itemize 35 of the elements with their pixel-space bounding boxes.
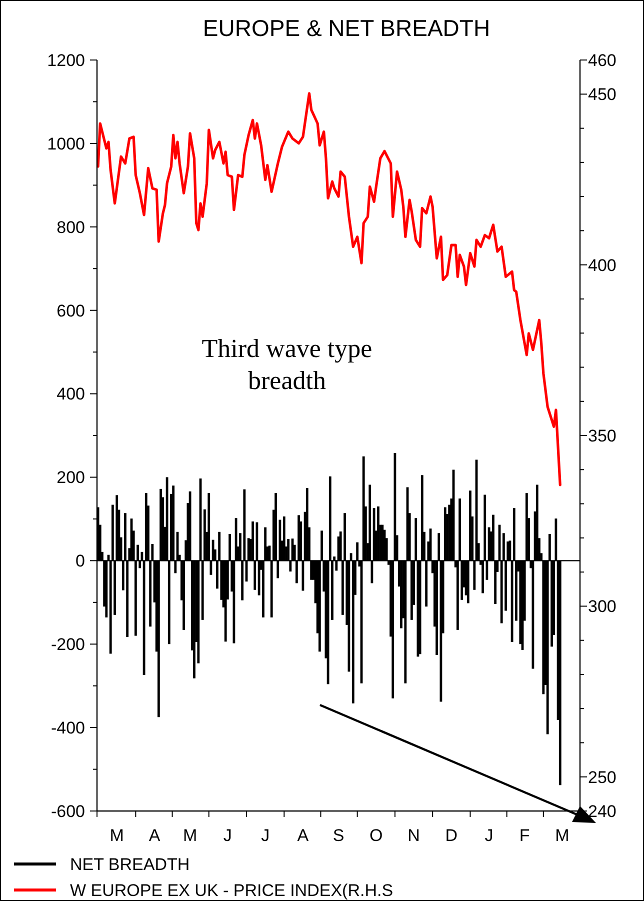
x-tick-label: O xyxy=(370,826,383,845)
y2-tick-label: 400 xyxy=(588,256,616,275)
x-tick-label: M xyxy=(110,826,124,845)
x-tick-label: J xyxy=(223,826,232,845)
chart-title: EUROPE & NET BREADTH xyxy=(202,15,490,41)
x-tick-label: M xyxy=(182,826,198,845)
y2-tick-label: 350 xyxy=(588,426,616,446)
annotation: Third wave type breadth xyxy=(202,334,372,395)
y2-tick-label: 460 xyxy=(588,50,616,70)
y-tick-label: 400 xyxy=(56,384,85,404)
y-tick-label: -600 xyxy=(50,802,85,821)
x-tick-label: A xyxy=(297,826,310,845)
x-tick-label: N xyxy=(408,826,420,845)
y-tick-label: 800 xyxy=(56,218,85,237)
y-tick-label: 1200 xyxy=(47,50,85,70)
x-tick-label: J xyxy=(484,826,494,845)
x-tick-label: M xyxy=(555,826,570,845)
y2-tick-label: 240 xyxy=(588,802,616,821)
x-tick-label: S xyxy=(332,826,344,845)
line-series xyxy=(96,92,562,486)
y-tick-label: 200 xyxy=(56,468,85,488)
y-tick-label: 1000 xyxy=(47,134,85,154)
y2-tick-label: 450 xyxy=(588,85,616,104)
x-tick-label: D xyxy=(445,826,458,845)
y2-tick-label: 300 xyxy=(588,597,616,616)
y-tick-label: -200 xyxy=(50,635,85,654)
y-tick-label: -400 xyxy=(50,718,85,738)
x-tick-label: A xyxy=(148,826,161,845)
y-tick-label: 0 xyxy=(76,552,85,571)
y2-tick-label: 250 xyxy=(588,768,616,787)
x-tick-label: F xyxy=(519,826,530,845)
x-tick-label: J xyxy=(261,826,270,845)
legend-label: NET BREADTH xyxy=(70,855,190,874)
legend-label: W EUROPE EX UK - PRICE INDEX(R.H.S xyxy=(70,881,394,900)
y-tick-label: 600 xyxy=(56,301,85,320)
